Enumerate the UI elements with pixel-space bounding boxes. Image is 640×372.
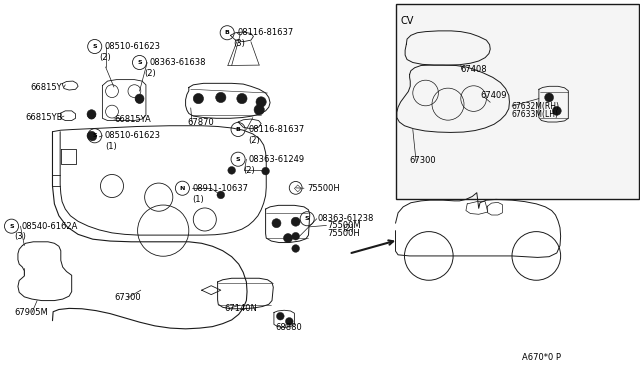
Circle shape <box>276 312 284 320</box>
Text: 67300: 67300 <box>410 156 436 165</box>
Text: 08363-61249: 08363-61249 <box>248 155 305 164</box>
Circle shape <box>217 191 225 199</box>
Text: (3): (3) <box>14 232 26 241</box>
Circle shape <box>552 106 561 115</box>
Text: 75500M: 75500M <box>328 221 362 230</box>
Text: 66815Y: 66815Y <box>31 83 62 92</box>
Text: (1): (1) <box>106 142 117 151</box>
Text: S: S <box>305 216 310 221</box>
Circle shape <box>284 234 292 243</box>
Text: A670*0 P: A670*0 P <box>522 353 561 362</box>
Text: 67140N: 67140N <box>224 304 257 312</box>
Circle shape <box>292 245 300 252</box>
Text: 08116-81637: 08116-81637 <box>248 125 305 134</box>
Text: S: S <box>236 157 241 162</box>
Text: CV: CV <box>401 16 414 26</box>
Text: 08116-81637: 08116-81637 <box>237 28 294 37</box>
Text: 08911-10637: 08911-10637 <box>193 184 248 193</box>
Circle shape <box>291 217 300 226</box>
Text: S: S <box>137 60 142 65</box>
Circle shape <box>136 96 143 103</box>
Text: 67408: 67408 <box>461 65 488 74</box>
Circle shape <box>256 97 266 107</box>
Circle shape <box>216 92 226 103</box>
Text: 08363-61238: 08363-61238 <box>317 214 374 223</box>
Text: 66815YB: 66815YB <box>26 113 63 122</box>
Circle shape <box>262 167 269 175</box>
Circle shape <box>254 105 264 115</box>
Circle shape <box>135 94 144 103</box>
Text: 08363-61638: 08363-61638 <box>150 58 206 67</box>
Circle shape <box>292 232 300 240</box>
Circle shape <box>193 93 204 104</box>
Text: (3): (3) <box>234 39 246 48</box>
Text: 67905M: 67905M <box>14 308 48 317</box>
Text: B: B <box>236 127 241 132</box>
Text: (2): (2) <box>248 136 260 145</box>
Text: 75500H: 75500H <box>328 229 360 238</box>
Text: 67409: 67409 <box>480 92 506 100</box>
Text: (2): (2) <box>342 224 354 232</box>
Circle shape <box>87 131 96 140</box>
Text: (2): (2) <box>144 69 156 78</box>
Text: N: N <box>180 186 185 191</box>
Text: 08540-6162A: 08540-6162A <box>22 222 78 231</box>
Circle shape <box>285 318 293 325</box>
Text: (2): (2) <box>243 166 255 175</box>
Text: 66815YA: 66815YA <box>114 115 150 124</box>
Circle shape <box>545 93 554 102</box>
Text: 67632M(RH): 67632M(RH) <box>512 102 560 110</box>
Text: B: B <box>225 30 230 35</box>
Circle shape <box>228 167 236 174</box>
Text: ◇: ◇ <box>294 183 301 193</box>
Circle shape <box>89 133 97 141</box>
Circle shape <box>272 219 281 228</box>
Text: (2): (2) <box>99 53 111 62</box>
Text: S: S <box>92 44 97 49</box>
Text: 08510-61623: 08510-61623 <box>105 131 161 140</box>
Circle shape <box>87 110 96 119</box>
Text: S: S <box>92 133 97 138</box>
Bar <box>396 4 639 199</box>
Text: 68880: 68880 <box>275 323 302 332</box>
Text: 67870: 67870 <box>187 118 214 126</box>
Circle shape <box>237 93 247 104</box>
Text: 67633M(LH): 67633M(LH) <box>512 110 559 119</box>
Text: 08510-61623: 08510-61623 <box>105 42 161 51</box>
Text: 75500H: 75500H <box>307 184 340 193</box>
Text: (1): (1) <box>192 195 204 204</box>
Text: 67300: 67300 <box>114 293 141 302</box>
Text: S: S <box>9 224 14 229</box>
Circle shape <box>88 112 95 119</box>
